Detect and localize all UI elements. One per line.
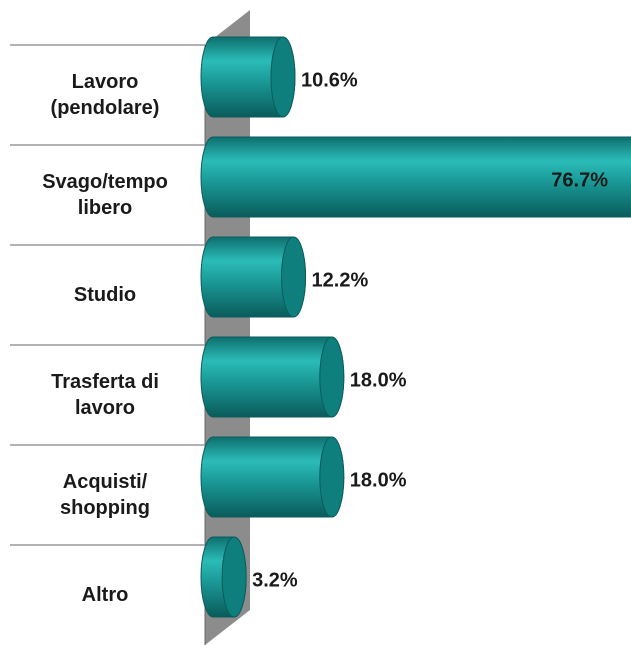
value-label: 76.7% (551, 169, 608, 191)
bar-cap (319, 436, 345, 518)
bar-cap (270, 36, 296, 118)
value-label: 18.0% (350, 369, 407, 391)
category-label: Studio (73, 284, 137, 306)
value-label: 3.2% (252, 569, 298, 591)
bar (200, 136, 631, 218)
category-label: Altro (81, 584, 129, 606)
bar-cap (221, 536, 247, 618)
bar (200, 336, 345, 418)
category-label: Svago/tempo libero (42, 171, 168, 219)
bar-cap (319, 336, 345, 418)
bar-cap (281, 236, 307, 318)
value-label: 12.2% (312, 269, 369, 291)
category-label: Lavoro (pendolare) (50, 71, 160, 119)
bar (200, 536, 247, 618)
value-label: 18.0% (350, 469, 407, 491)
bar-body (200, 136, 631, 218)
category-label: Acquisti/ shopping (60, 471, 150, 519)
bar (200, 236, 307, 318)
bar (200, 436, 345, 518)
value-label: 10.6% (301, 69, 358, 91)
category-label: Trasferta di lavoro (51, 371, 159, 419)
bar (200, 36, 296, 118)
